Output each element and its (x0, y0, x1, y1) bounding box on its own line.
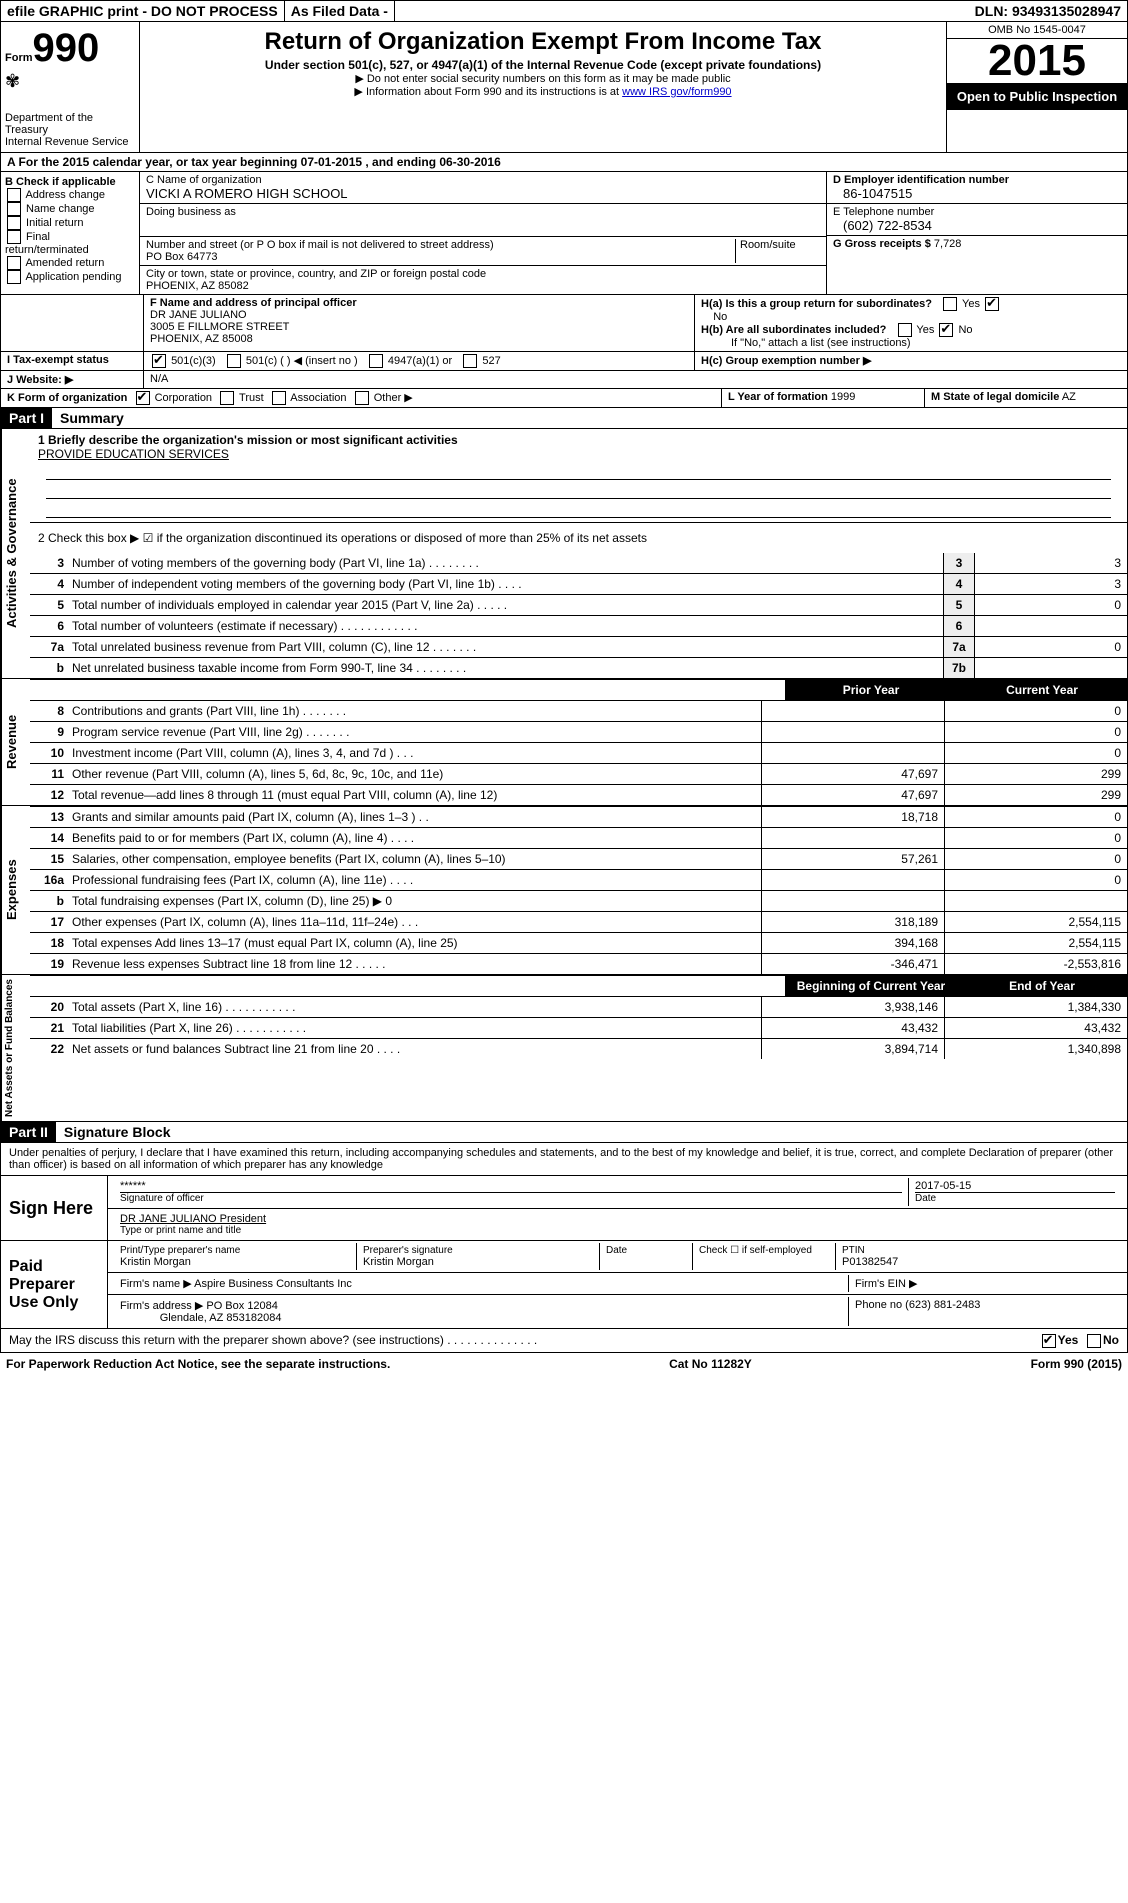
table-row: 19Revenue less expenses Subtract line 18… (30, 953, 1127, 974)
checkbox[interactable] (939, 323, 953, 337)
checkbox[interactable] (7, 188, 21, 202)
table-row: 18Total expenses Add lines 13–17 (must e… (30, 932, 1127, 953)
sign-here-section: Sign Here ****** Signature of officer 20… (0, 1176, 1128, 1241)
may-irs-discuss: May the IRS discuss this return with the… (0, 1329, 1128, 1353)
table-row: 3Number of voting members of the governi… (30, 553, 1127, 573)
table-row: 22Net assets or fund balances Subtract l… (30, 1038, 1127, 1059)
table-row: 6Total number of volunteers (estimate if… (30, 615, 1127, 636)
table-row: 20Total assets (Part X, line 16) . . . .… (30, 996, 1127, 1017)
table-row: 9Program service revenue (Part VIII, lin… (30, 721, 1127, 742)
checkbox[interactable] (7, 230, 21, 244)
checkbox[interactable] (985, 297, 999, 311)
table-row: 21Total liabilities (Part X, line 26) . … (30, 1017, 1127, 1038)
ein: 86-1047515 (833, 186, 1121, 201)
checkbox[interactable] (1042, 1334, 1056, 1348)
checkbox-option: Application pending (5, 270, 135, 284)
checkbox[interactable] (7, 270, 21, 284)
mission: PROVIDE EDUCATION SERVICES (38, 447, 229, 461)
table-row: 11Other revenue (Part VIII, column (A), … (30, 763, 1127, 784)
part-2-header: Part II Signature Block (0, 1122, 1128, 1143)
paid-preparer-section: Paid Preparer Use Only Print/Type prepar… (0, 1241, 1128, 1329)
checkbox[interactable] (227, 354, 241, 368)
checkbox[interactable] (272, 391, 286, 405)
table-row: bNet unrelated business taxable income f… (30, 657, 1127, 678)
org-city: PHOENIX, AZ 85082 (146, 280, 249, 292)
col-c-org: C Name of organization VICKI A ROMERO HI… (140, 172, 826, 294)
checkbox[interactable] (898, 323, 912, 337)
row-k: K Form of organization Corporation Trust… (0, 389, 1128, 408)
phone: (602) 722-8534 (833, 218, 1121, 233)
table-row: 14Benefits paid to or for members (Part … (30, 827, 1127, 848)
table-row: 10Investment income (Part VIII, column (… (30, 742, 1127, 763)
checkbox[interactable] (220, 391, 234, 405)
table-row: 7aTotal unrelated business revenue from … (30, 636, 1127, 657)
row-a-tax-year: A For the 2015 calendar year, or tax yea… (0, 153, 1128, 172)
org-address: PO Box 64773 (146, 251, 218, 263)
checkbox-option: Name change (5, 202, 135, 216)
checkbox[interactable] (136, 391, 150, 405)
form-990-page: efile GRAPHIC print - DO NOT PROCESS As … (0, 0, 1128, 1375)
form-box: Form990 ✾ Department of the Treasury Int… (1, 22, 140, 152)
penalty-statement: Under penalties of perjury, I declare th… (0, 1143, 1128, 1176)
checkbox[interactable] (369, 354, 383, 368)
table-row: 17Other expenses (Part IX, column (A), l… (30, 911, 1127, 932)
identity-grid: B Check if applicable Address change Nam… (0, 172, 1128, 295)
checkbox[interactable] (1087, 1334, 1101, 1348)
row-f-h: F Name and address of principal officer … (0, 295, 1128, 352)
checkbox-option: Address change (5, 188, 135, 202)
section-revenue: Revenue Prior Year Current Year 8Contrib… (0, 679, 1128, 806)
part-1-header: Part I Summary (0, 408, 1128, 429)
checkbox-option: Initial return (5, 216, 135, 230)
dln: DLN: 93493135028947 (969, 1, 1127, 21)
row-j: J Website: ▶ N/A (0, 371, 1128, 389)
checkbox[interactable] (7, 256, 21, 270)
table-row: bTotal fundraising expenses (Part IX, co… (30, 890, 1127, 911)
checkbox[interactable] (355, 391, 369, 405)
checkbox[interactable] (7, 202, 21, 216)
table-row: 8Contributions and grants (Part VIII, li… (30, 700, 1127, 721)
section-expenses: Expenses 13Grants and similar amounts pa… (0, 806, 1128, 975)
table-row: 12Total revenue—add lines 8 through 11 (… (30, 784, 1127, 805)
col-b-checkboxes: B Check if applicable Address change Nam… (1, 172, 140, 294)
table-row: 13Grants and similar amounts paid (Part … (30, 806, 1127, 827)
org-name: VICKI A ROMERO HIGH SCHOOL (146, 186, 348, 201)
header: Form990 ✾ Department of the Treasury Int… (0, 22, 1128, 153)
topbar: efile GRAPHIC print - DO NOT PROCESS As … (0, 0, 1128, 22)
section-governance: Activities & Governance 1 Briefly descri… (0, 429, 1128, 679)
efile-notice: efile GRAPHIC print - DO NOT PROCESS (1, 1, 285, 21)
table-row: 16aProfessional fundraising fees (Part I… (30, 869, 1127, 890)
checkbox[interactable] (152, 354, 166, 368)
table-row: 5Total number of individuals employed in… (30, 594, 1127, 615)
checkbox[interactable] (463, 354, 477, 368)
as-filed: As Filed Data - (285, 1, 395, 21)
checkbox[interactable] (943, 297, 957, 311)
gross-receipts: 7,728 (934, 238, 962, 250)
row-i: I Tax-exempt status 501(c)(3) 501(c) ( )… (0, 352, 1128, 371)
checkbox-option: Final return/terminated (5, 230, 135, 256)
table-row: 4Number of independent voting members of… (30, 573, 1127, 594)
form-title: Return of Organization Exempt From Incom… (144, 28, 942, 56)
col-d-ids: D Employer identification number 86-1047… (826, 172, 1127, 294)
section-netassets: Net Assets or Fund Balances Beginning of… (0, 975, 1128, 1122)
title-box: Return of Organization Exempt From Incom… (140, 22, 946, 152)
irs-link[interactable]: www IRS gov/form990 (622, 86, 731, 98)
checkbox[interactable] (7, 216, 21, 230)
checkbox-option: Amended return (5, 256, 135, 270)
year-box: OMB No 1545-0047 2015 Open to Public Ins… (946, 22, 1127, 152)
table-row: 15Salaries, other compensation, employee… (30, 848, 1127, 869)
footer: For Paperwork Reduction Act Notice, see … (0, 1353, 1128, 1375)
